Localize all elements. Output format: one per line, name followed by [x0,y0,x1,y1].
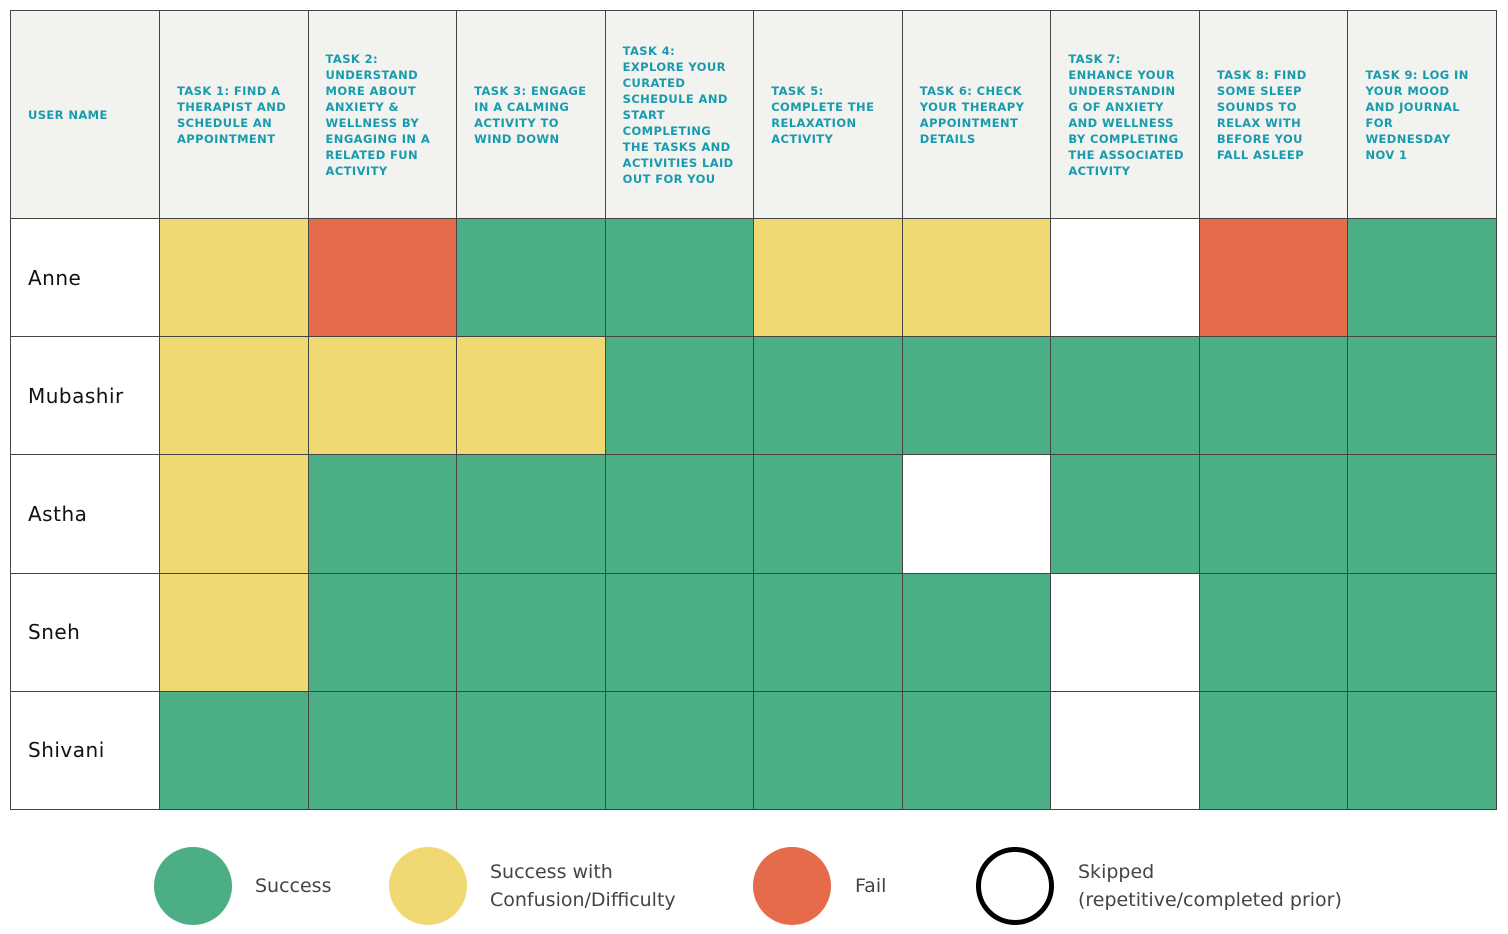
task-header: TASK 4: EXPLORE YOUR CURATED SCHEDULE AN… [604,10,755,219]
legend-text: Fail [855,875,887,897]
task-header: TASK 2: UNDERSTAND MORE ABOUT ANXIETY & … [307,10,458,219]
result-cell [1347,218,1497,338]
result-cell [159,454,309,574]
legend-text: Success with [490,861,613,883]
result-cell [604,454,755,574]
legend-text: (repetitive/completed prior) [1078,889,1342,911]
result-cell [307,690,458,810]
result-cell [901,336,1052,456]
result-cell [604,336,755,456]
legend-label: Success with Confusion/Difficulty [490,858,676,914]
result-cell [159,690,309,810]
legend-swatch [389,847,467,925]
legend-text: Confusion/Difficulty [490,889,676,911]
result-cell [307,454,458,574]
result-cell [307,218,458,338]
result-cell [901,218,1052,338]
result-cell [1050,572,1200,692]
user-name: Anne [10,218,160,338]
user-name: Sneh [10,572,160,692]
result-cell [1198,572,1349,692]
result-cell [901,690,1052,810]
result-cell [753,572,903,692]
result-cell [1198,336,1349,456]
task-header: TASK 8: FIND SOME SLEEP SOUNDS TO RELAX … [1198,10,1349,219]
result-cell [456,690,606,810]
result-cell [1198,454,1349,574]
result-cell [1347,454,1497,574]
legend-label: Fail [855,872,886,900]
result-cell [456,336,606,456]
legend-swatch [753,847,831,925]
result-cell [604,690,755,810]
result-cell [753,336,903,456]
result-cell [1347,572,1497,692]
result-cell [456,218,606,338]
result-cell [159,218,309,338]
legend-swatch [154,847,232,925]
result-cell [307,336,458,456]
result-cell [1198,690,1349,810]
result-cell [159,572,309,692]
result-cell [901,572,1052,692]
result-cell [753,690,903,810]
task-header: TASK 3: ENGAGE IN A CALMING ACTIVITY TO … [456,10,606,219]
task-header: TASK 9: LOG IN YOUR MOOD AND JOURNAL FOR… [1347,10,1497,219]
result-cell [604,218,755,338]
result-cell [1347,336,1497,456]
result-cell [307,572,458,692]
result-cell [456,454,606,574]
user-name: Astha [10,454,160,574]
legend-text: Skipped [1078,861,1155,883]
result-cell [159,336,309,456]
result-cell [1347,690,1497,810]
result-cell [456,572,606,692]
result-cell [753,218,903,338]
result-cell [753,454,903,574]
result-cell [604,572,755,692]
task-header: TASK 5: COMPLETE THE RELAXATION ACTIVITY [753,10,903,219]
result-cell [1050,336,1200,456]
result-cell [1198,218,1349,338]
legend-label: Skipped (repetitive/completed prior) [1078,858,1342,914]
result-cell [1050,218,1200,338]
task-header: TASK 1: FIND A THERAPIST AND SCHEDULE AN… [159,10,309,219]
legend-text: Success [255,875,332,897]
result-cell [1050,454,1200,574]
user-name: Mubashir [10,336,160,456]
task-header: TASK 6: CHECK YOUR THERAPY APPOINTMENT D… [901,10,1052,219]
result-cell [901,454,1052,574]
header-cell: USER NAME [10,10,160,219]
result-cell [1050,690,1200,810]
task-header: TASK 7: ENHANCE YOUR UNDERSTANDING OF AN… [1050,10,1200,219]
user-name: Shivani [10,690,160,810]
legend-label: Success [255,872,331,900]
legend-swatch [976,847,1054,925]
